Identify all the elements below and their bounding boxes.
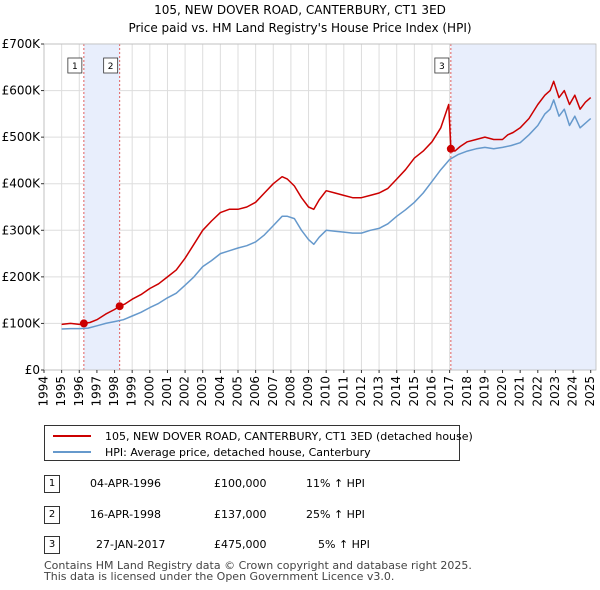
x-tick-label: 2000: [142, 376, 156, 407]
hpi-line: [61, 99, 592, 330]
legend-label-hpi: HPI: Average price, detached house, Cant…: [105, 445, 371, 459]
sale-period-band: [83, 44, 120, 370]
sale-price: £475,000: [214, 538, 267, 551]
sale-price: £100,000: [214, 477, 267, 490]
x-tick-label: 2015: [407, 376, 421, 407]
legend-swatch-property: [53, 435, 91, 437]
x-tick-label: 2017: [442, 376, 456, 407]
legend: 105, NEW DOVER ROAD, CANTERBURY, CT1 3ED…: [44, 425, 473, 461]
legend-item-property: 105, NEW DOVER ROAD, CANTERBURY, CT1 3ED…: [45, 428, 473, 444]
y-tick-label: £600K: [2, 84, 42, 98]
sale-point: [115, 302, 124, 311]
legend-label-property: 105, NEW DOVER ROAD, CANTERBURY, CT1 3ED…: [105, 429, 473, 443]
footer-licence: This data is licensed under the Open Gov…: [44, 570, 395, 583]
price-chart: 105, NEW DOVER ROAD, CANTERBURY, CT1 3ED…: [2, 3, 598, 407]
x-tick-label: 1996: [72, 376, 86, 407]
x-tick-label: 2011: [336, 376, 350, 407]
plot-border: [43, 43, 597, 371]
x-tick-label: 2021: [513, 376, 527, 407]
footer: Contains HM Land Registry data © Crown c…: [44, 560, 564, 582]
x-tick-label: 2003: [195, 376, 209, 407]
property-price-line: [61, 80, 592, 326]
sale-date: 16-APR-1998: [90, 508, 162, 521]
y-tick-label: £500K: [2, 130, 42, 144]
x-tick-label: 2019: [477, 376, 491, 407]
sale-hpi-diff: 25% ↑ HPI: [306, 508, 365, 521]
sale-number-badge: 1: [44, 475, 60, 493]
x-tick-label: 2020: [495, 376, 509, 407]
x-tick-label: 1997: [89, 376, 103, 407]
x-tick-label: 2018: [460, 376, 474, 407]
sale-label-box: [67, 57, 83, 74]
sale-label-box: [103, 57, 119, 74]
sale-label-box: [434, 57, 450, 74]
x-tick-label: 1994: [37, 376, 51, 407]
x-tick-label: 2002: [178, 376, 192, 407]
sale-number-badge: 2: [44, 506, 60, 524]
sale-row: 1 04-APR-1996 £100,000 11% ↑ HPI: [40, 475, 440, 493]
footer-copyright: Contains HM Land Registry data © Crown c…: [44, 559, 472, 572]
x-tick-label: 2012: [354, 376, 368, 407]
sale-label: 3: [439, 62, 445, 72]
y-tick-label: £200K: [2, 270, 42, 284]
x-tick-label: 2004: [213, 376, 227, 407]
y-tick-label: £300K: [2, 223, 42, 237]
chart-subtitle: Price paid vs. HM Land Registry's House …: [128, 21, 471, 35]
x-tick-label: 2010: [319, 376, 333, 407]
x-tick-label: 2006: [248, 376, 262, 407]
sale-point: [79, 319, 88, 328]
x-tick-label: 1999: [125, 376, 139, 407]
y-tick-label: £100K: [2, 316, 42, 330]
y-tick-label: £400K: [2, 177, 42, 191]
legend-item-hpi: HPI: Average price, detached house, Cant…: [45, 444, 371, 460]
sale-label: 2: [108, 62, 114, 72]
sale-label: 1: [72, 62, 78, 72]
chart-title: 105, NEW DOVER ROAD, CANTERBURY, CT1 3ED: [154, 3, 446, 17]
sale-date: 04-APR-1996: [90, 477, 162, 490]
x-tick-label: 2008: [283, 376, 297, 407]
sale-period-band: [450, 44, 596, 370]
sale-date: 27-JAN-2017: [96, 538, 166, 551]
y-tick-label: £0: [25, 363, 40, 377]
x-tick-label: 2009: [301, 376, 315, 407]
x-tick-label: 2023: [548, 376, 562, 407]
x-tick-label: 2013: [372, 376, 386, 407]
sale-point: [446, 144, 455, 153]
sale-row: 3 27-JAN-2017 £475,000 5% ↑ HPI: [40, 536, 440, 554]
legend-swatch-hpi: [53, 451, 91, 453]
x-tick-label: 2007: [266, 376, 280, 407]
x-tick-label: 2014: [389, 376, 403, 407]
x-tick-label: 2001: [160, 376, 174, 407]
x-tick-label: 2022: [530, 376, 544, 407]
y-tick-label: £700K: [2, 37, 42, 51]
sale-number-badge: 3: [44, 536, 60, 554]
sale-price: £137,000: [214, 508, 267, 521]
x-tick-label: 1998: [107, 376, 121, 407]
sale-hpi-diff: 5% ↑ HPI: [318, 538, 370, 551]
x-tick-label: 2005: [230, 376, 244, 407]
x-tick-label: 2025: [583, 376, 597, 407]
x-tick-label: 2016: [424, 376, 438, 407]
x-tick-label: 1995: [54, 376, 68, 407]
x-tick-label: 2024: [566, 376, 580, 407]
sale-hpi-diff: 11% ↑ HPI: [306, 477, 365, 490]
sale-row: 2 16-APR-1998 £137,000 25% ↑ HPI: [40, 506, 440, 524]
